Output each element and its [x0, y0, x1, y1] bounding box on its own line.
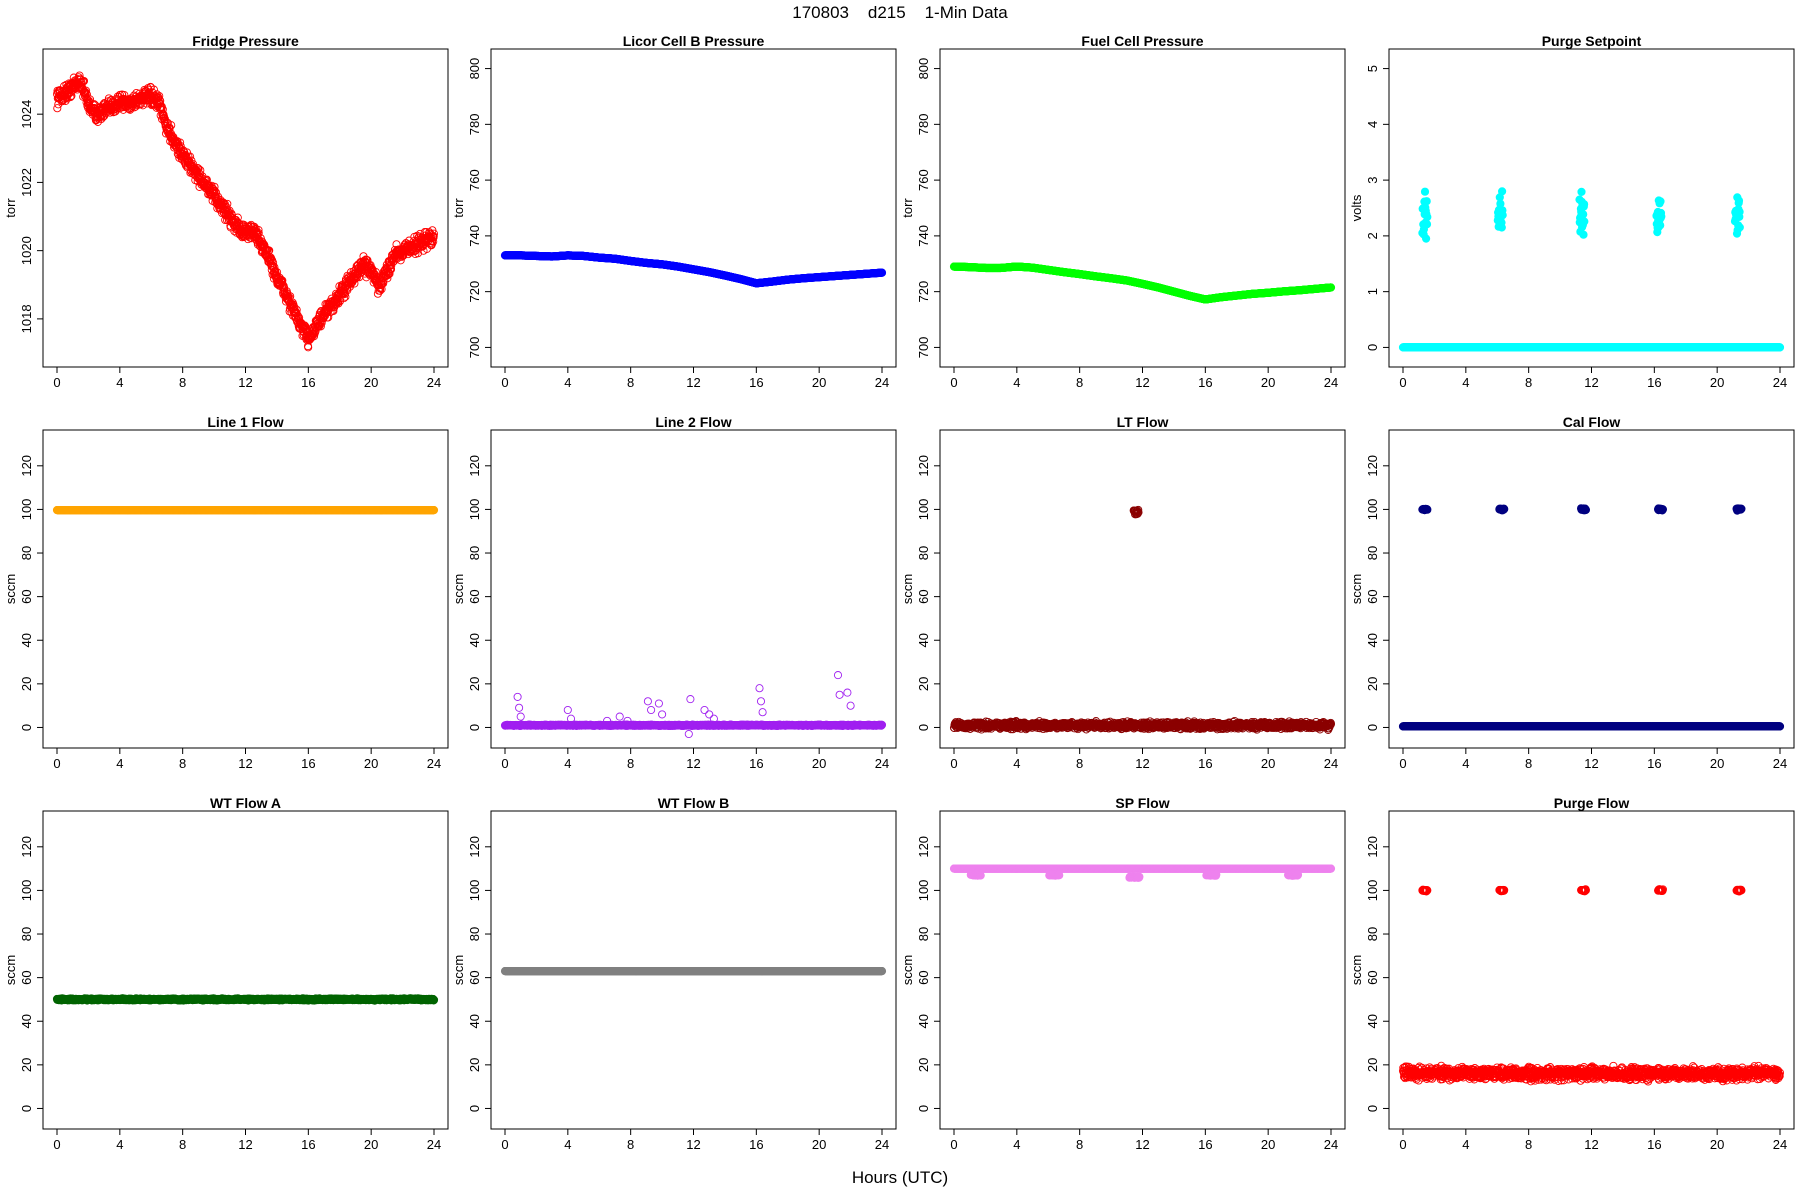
data-point	[53, 104, 62, 113]
y-tick-label: 760	[467, 169, 482, 191]
y-axis-label: volts	[1349, 194, 1364, 221]
y-tick-label: 720	[467, 281, 482, 303]
x-tick-label: 20	[1261, 375, 1275, 390]
panel-licor-cell-b-pressure: Licor Cell B Pressure 0 4 8 12 16 20 24 700 720 74…	[451, 33, 897, 390]
y-tick-label: 1	[1365, 288, 1380, 295]
y-tick-label: 780	[916, 113, 931, 135]
data-point	[97, 114, 106, 124]
x-tick-label: 0	[950, 375, 957, 390]
data-point	[186, 152, 195, 161]
x-tick-label: 8	[179, 375, 186, 390]
y-tick-label: 2	[1365, 232, 1380, 239]
panel-title: Fuel Cell Pressure	[1081, 33, 1203, 49]
x-tick-label: 20	[812, 375, 826, 390]
data-point	[77, 78, 86, 88]
data-point	[222, 211, 231, 221]
data-points	[52, 71, 439, 352]
y-axis-label: torr	[451, 198, 466, 218]
x-tick-label: 12	[1584, 375, 1598, 390]
data-point	[79, 76, 89, 86]
x-tick-label: 16	[1647, 375, 1661, 390]
y-tick-label: 3	[1365, 176, 1380, 183]
x-tick-label: 4	[116, 375, 123, 390]
data-point	[66, 93, 75, 102]
x-tick-label: 4	[1013, 375, 1020, 390]
data-point	[138, 101, 147, 110]
data-point	[194, 164, 203, 173]
data-points	[949, 262, 1336, 304]
data-points	[1398, 187, 1785, 352]
y-axis-label: torr	[900, 198, 915, 218]
y-tick-label: 0	[1365, 344, 1380, 351]
x-tick-label: 16	[301, 375, 315, 390]
x-tick-label: 8	[1076, 375, 1083, 390]
panel-title: Licor Cell B Pressure	[623, 33, 765, 49]
data-point	[877, 268, 887, 277]
y-tick-label: 1022	[19, 168, 34, 197]
data-point	[210, 182, 219, 191]
x-tick-label: 8	[1525, 375, 1532, 390]
y-tick-label: 760	[916, 169, 931, 191]
plot-frame	[42, 48, 449, 368]
data-point	[211, 188, 221, 197]
panel-fridge-pressure: Fridge Pressure 0 4 8 12 16 20 24 1018 1020 1022 10…	[3, 33, 449, 390]
data-point	[155, 91, 164, 101]
data-point	[193, 164, 202, 173]
x-tick-label: 0	[53, 375, 60, 390]
y-tick-label: 780	[467, 113, 482, 135]
data-point	[83, 95, 92, 104]
panel-fuel-cell-pressure: Fuel Cell Pressure 0 4 8 12 16 20 24 700 720 740 76…	[900, 33, 1346, 390]
x-tick-label: 4	[564, 375, 571, 390]
y-tick-label: 740	[916, 225, 931, 247]
data-point	[196, 166, 205, 175]
x-tick-label: 20	[1710, 375, 1724, 390]
x-tick-label: 12	[238, 375, 252, 390]
x-tick-label: 24	[875, 375, 889, 390]
x-tick-label: 4	[1462, 375, 1469, 390]
y-tick-label: 740	[467, 225, 482, 247]
x-tick-label: 8	[627, 375, 634, 390]
y-tick-label: 1020	[19, 236, 34, 265]
data-point	[1326, 283, 1336, 292]
x-tick-label: 20	[364, 375, 378, 390]
data-point	[210, 186, 219, 195]
panel-title: Fridge Pressure	[192, 33, 299, 49]
plot-frame	[939, 48, 1346, 368]
y-tick-label: 1018	[19, 304, 34, 333]
y-tick-label: 700	[916, 337, 931, 359]
panel-title: Purge Setpoint	[1542, 33, 1642, 49]
x-tick-label: 16	[1198, 375, 1212, 390]
x-tick-label: 24	[1324, 375, 1338, 390]
y-tick-label: 800	[467, 58, 482, 80]
x-tick-label: 12	[1135, 375, 1149, 390]
x-tick-label: 16	[749, 375, 763, 390]
data-points	[500, 251, 887, 288]
y-tick-label: 700	[467, 337, 482, 359]
y-tick-label: 800	[916, 58, 931, 80]
x-tick-label: 0	[501, 375, 508, 390]
y-axis-label: torr	[3, 198, 18, 218]
y-tick-label: 1024	[19, 100, 34, 129]
x-tick-label: 24	[427, 375, 441, 390]
x-tick-label: 24	[1773, 375, 1787, 390]
y-tick-label: 4	[1365, 121, 1380, 128]
x-tick-label: 0	[1399, 375, 1406, 390]
data-point	[167, 121, 176, 130]
figure-title: 170803 d215 1-Min Data	[792, 3, 1008, 22]
x-tick-label: 12	[686, 375, 700, 390]
plot-frame	[490, 48, 897, 368]
y-tick-label: 5	[1365, 65, 1380, 72]
y-tick-label: 720	[916, 281, 931, 303]
